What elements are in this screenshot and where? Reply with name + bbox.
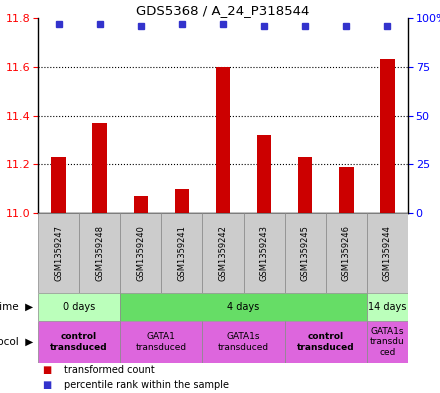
Text: GSM1359241: GSM1359241 [177, 225, 187, 281]
Text: GSM1359245: GSM1359245 [301, 225, 310, 281]
Text: transformed count: transformed count [64, 365, 155, 375]
Bar [285, 321, 367, 363]
Bar [120, 213, 161, 293]
Bar [339, 167, 353, 213]
Bar [257, 135, 271, 213]
Bar [285, 213, 326, 293]
Text: GSM1359246: GSM1359246 [342, 225, 351, 281]
Text: 0 days: 0 days [63, 302, 95, 312]
Text: ■: ■ [42, 380, 51, 389]
Text: GATA1
transduced: GATA1 transduced [136, 332, 187, 352]
Bar [134, 196, 148, 213]
Text: GSM1359240: GSM1359240 [136, 225, 145, 281]
Text: time  ▶: time ▶ [0, 302, 33, 312]
Bar [202, 213, 244, 293]
Text: GSM1359248: GSM1359248 [95, 225, 104, 281]
Text: percentile rank within the sample: percentile rank within the sample [64, 380, 229, 389]
Text: GSM1359243: GSM1359243 [260, 225, 268, 281]
Bar [380, 59, 395, 213]
Bar [367, 213, 408, 293]
Bar [367, 293, 408, 321]
Bar [51, 157, 66, 213]
Text: GATA1s
transdu
ced: GATA1s transdu ced [370, 327, 405, 357]
Bar [244, 213, 285, 293]
Text: control
transduced: control transduced [50, 332, 108, 352]
Bar [120, 293, 367, 321]
Bar [202, 321, 285, 363]
Title: GDS5368 / A_24_P318544: GDS5368 / A_24_P318544 [136, 4, 310, 17]
Text: GATA1s
transduced: GATA1s transduced [218, 332, 269, 352]
Bar [298, 157, 312, 213]
Bar [120, 321, 202, 363]
Text: protocol  ▶: protocol ▶ [0, 337, 33, 347]
Text: 4 days: 4 days [227, 302, 260, 312]
Bar [38, 321, 120, 363]
Text: GSM1359244: GSM1359244 [383, 225, 392, 281]
Bar [38, 293, 120, 321]
Bar [92, 123, 107, 213]
Bar [161, 213, 202, 293]
Bar [216, 67, 230, 213]
Bar [367, 321, 408, 363]
Text: GSM1359242: GSM1359242 [219, 225, 227, 281]
Bar [79, 213, 120, 293]
Text: GSM1359247: GSM1359247 [54, 225, 63, 281]
Text: control
transduced: control transduced [297, 332, 355, 352]
Bar [175, 189, 189, 213]
Text: 14 days: 14 days [368, 302, 407, 312]
Text: ■: ■ [42, 365, 51, 375]
Bar [38, 213, 79, 293]
Bar [326, 213, 367, 293]
